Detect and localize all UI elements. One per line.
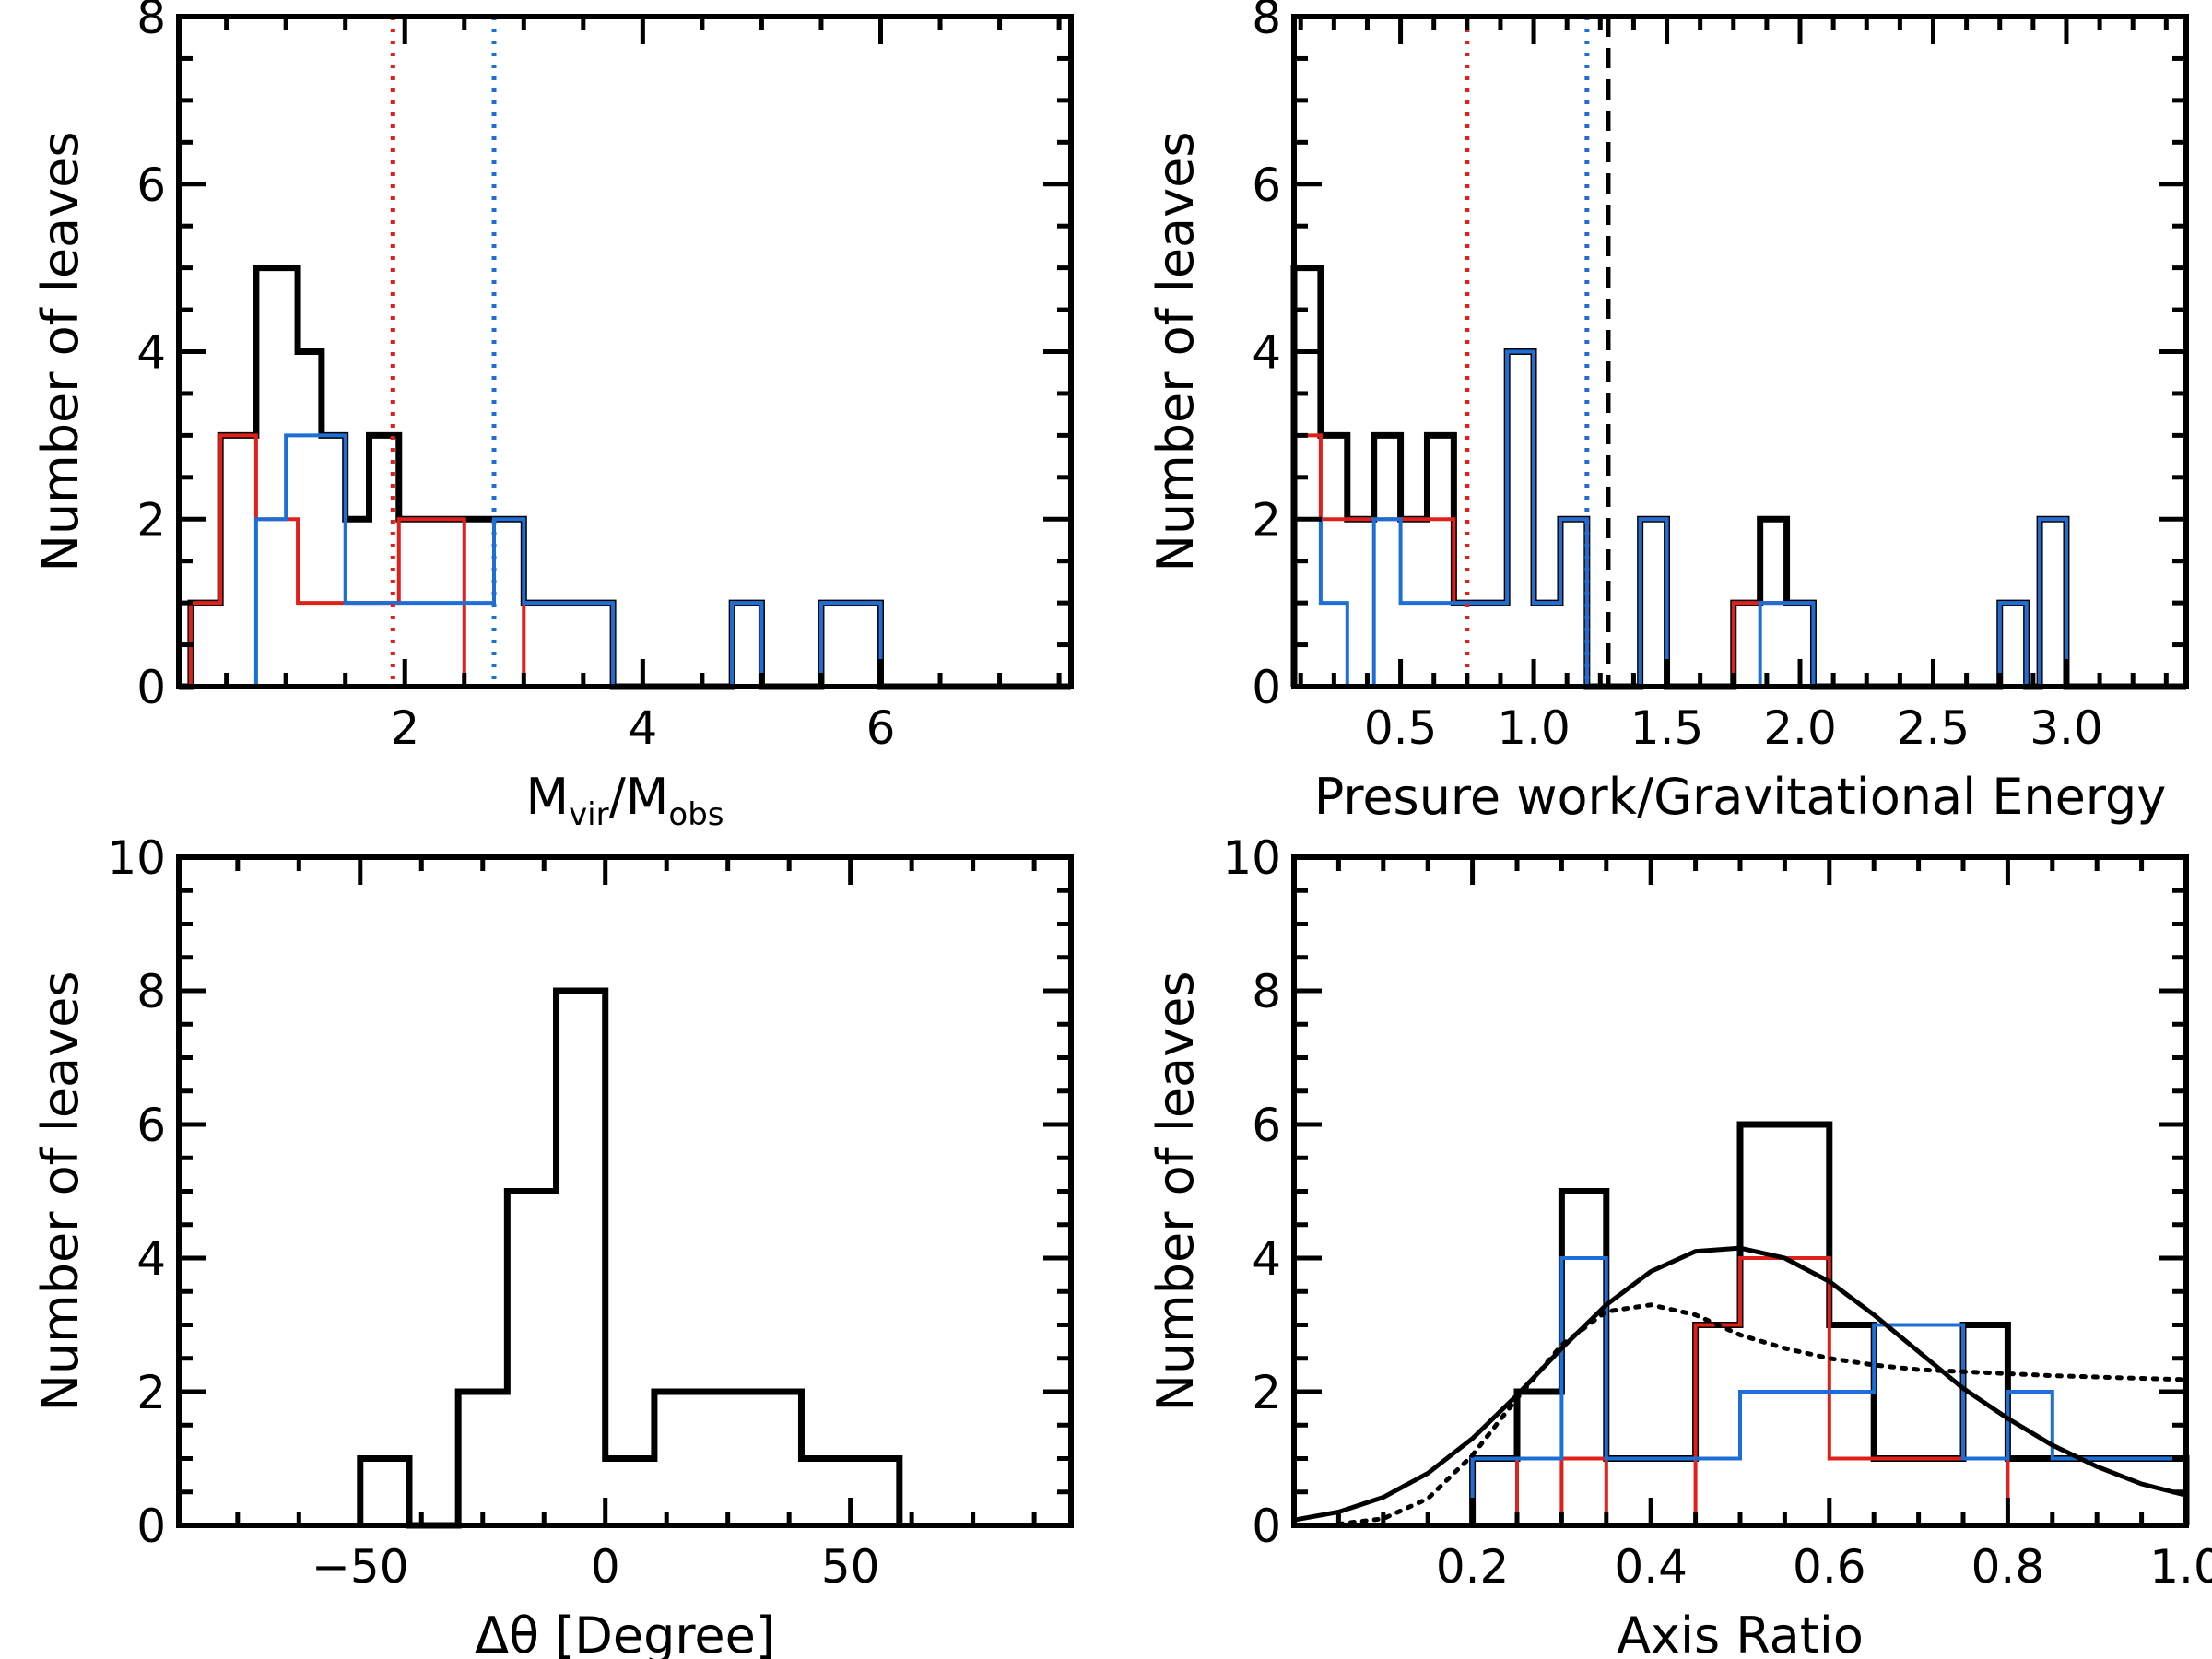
y-tick-label: 0 xyxy=(1252,1500,1281,1553)
x-axis-label: Δθ [Degree] xyxy=(475,1606,775,1659)
x-tick-label: 2 xyxy=(390,701,419,755)
plot-frame xyxy=(176,854,1074,1528)
histogram-red-series xyxy=(179,433,1071,688)
y-tick-label: 6 xyxy=(1252,159,1281,212)
y-tick-label: 8 xyxy=(136,0,166,44)
curve-fit-solid xyxy=(1291,1245,2189,1523)
x-tick-label: 0.8 xyxy=(1971,1540,2045,1594)
x-tick-label: 4 xyxy=(628,701,657,755)
x-tick-label: 3.0 xyxy=(2030,701,2103,755)
y-tick-label: 10 xyxy=(1222,831,1281,885)
x-tick-label: 0.2 xyxy=(1436,1540,1510,1594)
x-tick-label: 1.0 xyxy=(2149,1540,2212,1594)
y-tick-label: 8 xyxy=(1252,965,1281,1018)
panel-mvir-histogram: 2 4 6 0 2 4 6 8 Mvir/Mobs Number of leaves xyxy=(31,0,1074,833)
x-tick-label: 0.4 xyxy=(1614,1540,1688,1594)
x-axis-label: Presure work/Gravitational Energy xyxy=(1314,768,2167,826)
curve-fit-dotted xyxy=(1335,1302,2189,1527)
y-axis-label: Number of leaves xyxy=(1147,132,1205,572)
y-tick-label: 2 xyxy=(1252,1366,1281,1419)
histogram-all-series xyxy=(357,987,903,1529)
y-tick-label: 6 xyxy=(136,1099,166,1152)
y-tick-label: 4 xyxy=(136,326,166,380)
y-tick-label: 0 xyxy=(136,1500,166,1553)
y-tick-label: 0 xyxy=(136,661,166,714)
y-tick-label: 8 xyxy=(1252,0,1281,44)
x-tick-label: 1.5 xyxy=(1630,701,1704,755)
y-tick-label: 6 xyxy=(136,159,166,212)
y-axis-label: Number of leaves xyxy=(31,971,89,1412)
y-axis-label: Number of leaves xyxy=(31,132,89,572)
x-tick-label: 0.5 xyxy=(1364,701,1438,755)
x-tick-label: 1.0 xyxy=(1497,701,1571,755)
histogram-all-series xyxy=(1469,1121,2190,1525)
y-tick-label: 2 xyxy=(136,1366,166,1419)
x-tick-label: 6 xyxy=(866,701,896,755)
y-tick-label: 4 xyxy=(1252,326,1281,380)
x-axis-label: Axis Ratio xyxy=(1617,1606,1864,1659)
y-tick-label: 6 xyxy=(1252,1099,1281,1152)
panel-axis-ratio-histogram: 0.2 0.4 0.6 0.8 1.0 0 2 4 6 8 10 Axis Ratio Number o… xyxy=(1147,831,2212,1659)
histogram-all-series xyxy=(179,265,1071,690)
x-tick-label: −50 xyxy=(312,1540,409,1594)
x-axis-label: Mvir/Mobs xyxy=(525,768,724,833)
plot-frame xyxy=(1291,14,2189,689)
x-tick-label: 0 xyxy=(591,1540,620,1594)
histogram-blue-series xyxy=(1292,349,2186,688)
histogram-blue-series xyxy=(1470,1256,2186,1525)
y-tick-label: 4 xyxy=(1252,1232,1281,1286)
y-tick-label: 4 xyxy=(136,1232,166,1286)
x-tick-label: 2.5 xyxy=(1897,701,1971,755)
y-tick-label: 2 xyxy=(1252,493,1281,547)
y-tick-label: 10 xyxy=(107,831,166,885)
y-tick-label: 0 xyxy=(1252,661,1281,714)
x-tick-label: 2.0 xyxy=(1763,701,1837,755)
panel-pressure-histogram: 0.5 1.0 1.5 2.0 2.5 3.0 0 2 4 6 8 Presure work/Grav… xyxy=(1147,0,2189,826)
y-tick-label: 2 xyxy=(136,493,166,547)
histogram-blue-series xyxy=(179,433,1071,688)
x-tick-label: 50 xyxy=(821,1540,880,1594)
panel-dtheta-histogram: −50 0 50 0 2 4 6 8 10 Δθ [Degree] Number of leaves xyxy=(31,831,1074,1659)
y-axis-label: Number of leaves xyxy=(1147,971,1205,1412)
x-tick-label: 0.6 xyxy=(1793,1540,1866,1594)
y-tick-label: 8 xyxy=(136,965,166,1018)
histogram-all-series xyxy=(1290,265,2186,690)
